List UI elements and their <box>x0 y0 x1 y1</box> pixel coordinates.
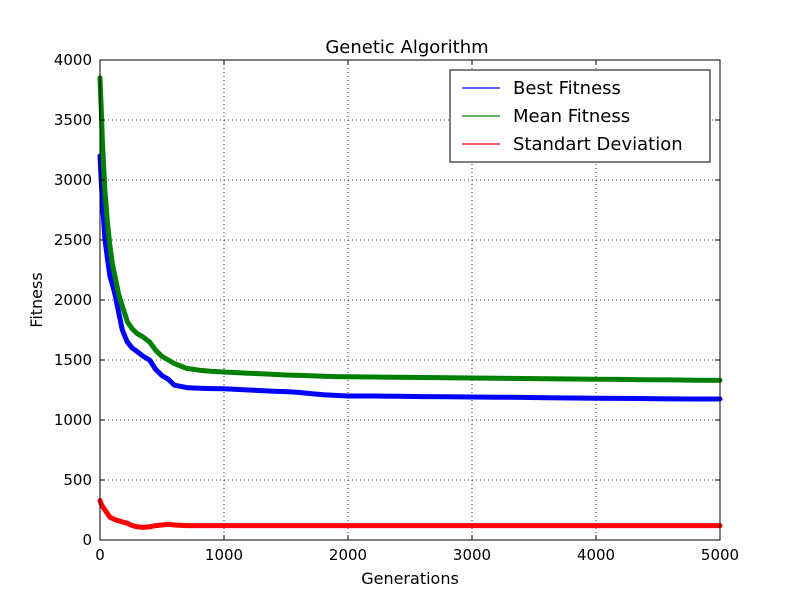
x-tick-labels: 0 1000 2000 3000 4000 5000 <box>95 546 739 564</box>
y-tick-label: 4000 <box>54 51 92 69</box>
x-axis-label: Generations <box>361 569 459 588</box>
y-axis-label: Fitness <box>27 272 46 327</box>
y-tick-labels: 0 500 1000 1500 2000 2500 3000 3500 4000 <box>54 51 92 549</box>
x-tick-label: 1000 <box>205 546 243 564</box>
y-tick-label: 3500 <box>54 111 92 129</box>
legend: Best Fitness Mean Fitness Standart Deviati… <box>449 69 711 163</box>
series-lines <box>97 75 723 530</box>
y-tick-label: 1500 <box>54 351 92 369</box>
x-tick-label: 4000 <box>577 546 615 564</box>
x-tick-label: 2000 <box>329 546 367 564</box>
y-tick-label: 500 <box>63 471 92 489</box>
y-tick-label: 3000 <box>54 171 92 189</box>
y-tick-label: 2500 <box>54 231 92 249</box>
series-line-best-fitness <box>97 153 723 402</box>
tick-marks <box>99 59 721 541</box>
x-tick-label: 5000 <box>701 546 739 564</box>
y-tick-label: 1000 <box>54 411 92 429</box>
chart-title: Genetic Algorithm <box>325 37 488 58</box>
series-line-mean-fitness <box>97 75 723 383</box>
y-tick-label: 0 <box>82 531 92 549</box>
legend-label-standart-deviation: Standart Deviation <box>513 134 683 155</box>
legend-label-mean-fitness: Mean Fitness <box>513 106 630 127</box>
x-tick-label: 0 <box>95 546 105 564</box>
x-tick-label: 3000 <box>453 546 491 564</box>
series-line-standart-deviation <box>97 497 723 530</box>
legend-label-best-fitness: Best Fitness <box>513 78 621 99</box>
y-tick-label: 2000 <box>54 291 92 309</box>
